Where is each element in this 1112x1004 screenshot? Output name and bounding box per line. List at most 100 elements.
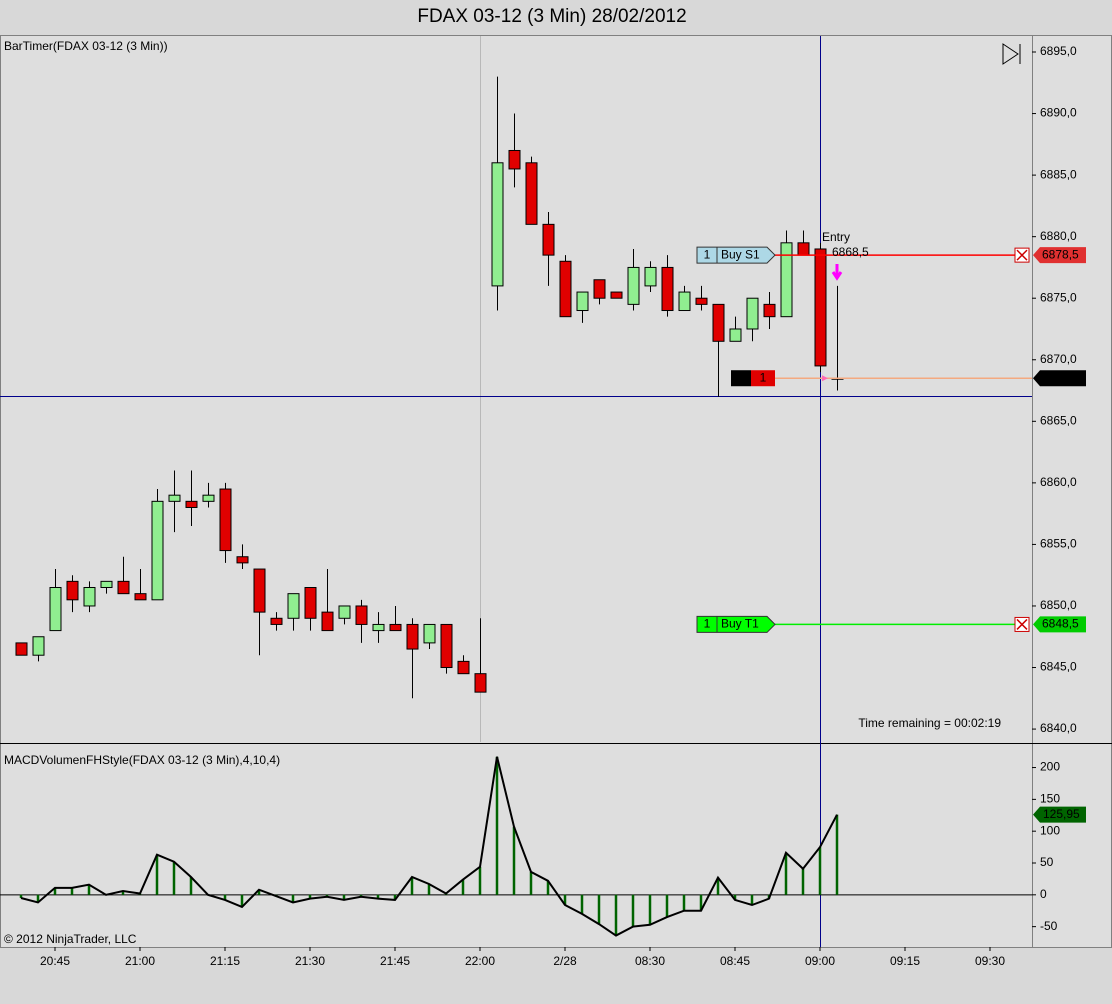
order-price-tag — [1033, 247, 1086, 264]
candle-body — [644, 266, 657, 287]
scroll-end-button[interactable] — [1002, 43, 1021, 65]
candle-body — [338, 605, 351, 619]
order-label: Buy T1 — [721, 617, 759, 631]
y-tick-label: 6845,0 — [1040, 660, 1077, 674]
candle-body — [440, 623, 453, 669]
last-value-label: 125,95 — [1043, 807, 1080, 821]
candle-body — [474, 673, 487, 693]
play-icon[interactable] — [1002, 43, 1019, 65]
order-price-label: 6878,5 — [1042, 247, 1079, 261]
position-quantity: 1 — [760, 370, 767, 384]
x-tick-label: 09:15 — [890, 954, 920, 968]
y-tick-label: 6895,0 — [1040, 44, 1077, 58]
order-price-tag — [1033, 616, 1086, 633]
y-tick-label: 6840,0 — [1040, 721, 1077, 735]
candle-body — [270, 617, 283, 625]
y-tick-label: 6855,0 — [1040, 537, 1077, 551]
candle-body — [15, 642, 28, 656]
candle-body — [542, 223, 555, 256]
position-qty-box — [751, 370, 775, 387]
x-tick-label: 09:30 — [975, 954, 1005, 968]
indicator-label: MACDVolumenFHStyle(FDAX 03-12 (3 Min),4,… — [4, 753, 280, 767]
y-tick-label: 6865,0 — [1040, 413, 1077, 427]
candle-body — [610, 291, 623, 299]
y-tick-label: 50 — [1040, 855, 1054, 869]
candle-body — [627, 266, 640, 305]
candle-body — [712, 303, 725, 342]
last-value-tag — [1033, 806, 1086, 823]
candle-body — [491, 162, 504, 287]
candle-body — [559, 260, 572, 318]
y-tick-label: 200 — [1040, 760, 1060, 774]
candle-body — [678, 291, 691, 312]
x-tick-label: 21:00 — [125, 954, 155, 968]
order-cancel-x[interactable] — [1016, 618, 1028, 630]
candle-body — [253, 568, 266, 613]
candle-body — [763, 303, 776, 318]
x-tick-label: 08:45 — [720, 954, 750, 968]
candle-body — [406, 623, 419, 650]
candle-body — [389, 623, 402, 632]
candle-body — [797, 242, 810, 256]
y-tick-label: 6860,0 — [1040, 475, 1077, 489]
order-price-label: 6848,5 — [1042, 617, 1079, 631]
y-tick-label: 0 — [1040, 887, 1047, 901]
position-pnl-box — [731, 370, 751, 387]
chart-frame — [0, 35, 1112, 948]
y-tick-label: 6875,0 — [1040, 290, 1077, 304]
candle-body — [32, 636, 45, 656]
copyright: © 2012 NinjaTrader, LLC — [4, 932, 137, 946]
x-tick-label: 2/28 — [553, 954, 577, 968]
candle-body — [304, 587, 317, 619]
candle-body — [576, 291, 589, 312]
candle-body — [355, 605, 368, 625]
x-tick-label: 08:30 — [635, 954, 665, 968]
candle-body — [508, 149, 521, 170]
x-tick-label: 20:45 — [40, 954, 70, 968]
candle-body — [423, 623, 436, 644]
candle-body — [525, 162, 538, 225]
candle-body — [134, 593, 147, 601]
chart-title: FDAX 03-12 (3 Min) 28/02/2012 — [417, 6, 686, 27]
candle-body — [236, 556, 249, 564]
y-tick-label: 100 — [1040, 823, 1060, 837]
candle-body — [100, 580, 113, 589]
candle-body — [457, 660, 470, 675]
candle-body — [661, 266, 674, 312]
candle-body — [66, 580, 79, 601]
y-tick-label: 6890,0 — [1040, 106, 1077, 120]
y-tick-label: 6880,0 — [1040, 229, 1077, 243]
y-tick-label: -50 — [1040, 919, 1058, 933]
x-tick-label: 22:00 — [465, 954, 495, 968]
last-price-tag — [1033, 370, 1086, 387]
candle-body — [168, 494, 181, 502]
candle-body — [321, 611, 334, 632]
position-pnl: 0 — [738, 370, 745, 384]
execution-marker — [822, 375, 828, 382]
indicator-label: BarTimer(FDAX 03-12 (3 Min)) — [4, 39, 168, 53]
candle-body — [185, 500, 198, 508]
order-label: Buy S1 — [721, 247, 760, 261]
candle-body — [695, 297, 708, 305]
y-tick-label: 6870,0 — [1040, 352, 1077, 366]
time-remaining: Time remaining = 00:02:19 — [858, 716, 1001, 730]
y-tick-label: 150 — [1040, 792, 1060, 806]
candle-body — [593, 279, 606, 299]
x-tick-label: 21:30 — [295, 954, 325, 968]
last-price-label: 6868,5 — [1042, 370, 1079, 384]
candle-body — [219, 488, 232, 552]
execution-label: Entry — [822, 230, 850, 244]
macd-line — [20, 756, 838, 937]
x-tick-label: 21:15 — [210, 954, 240, 968]
candle-body — [814, 248, 827, 367]
entry-arrow — [831, 264, 843, 281]
order-cancel-x[interactable] — [1016, 249, 1028, 261]
order-quantity: 1 — [704, 247, 711, 261]
candle-body — [746, 297, 759, 330]
candle-body — [49, 587, 62, 632]
candle-body — [83, 587, 96, 607]
candle-body — [780, 242, 793, 318]
candle-body — [287, 593, 300, 619]
candle-body — [117, 580, 130, 595]
